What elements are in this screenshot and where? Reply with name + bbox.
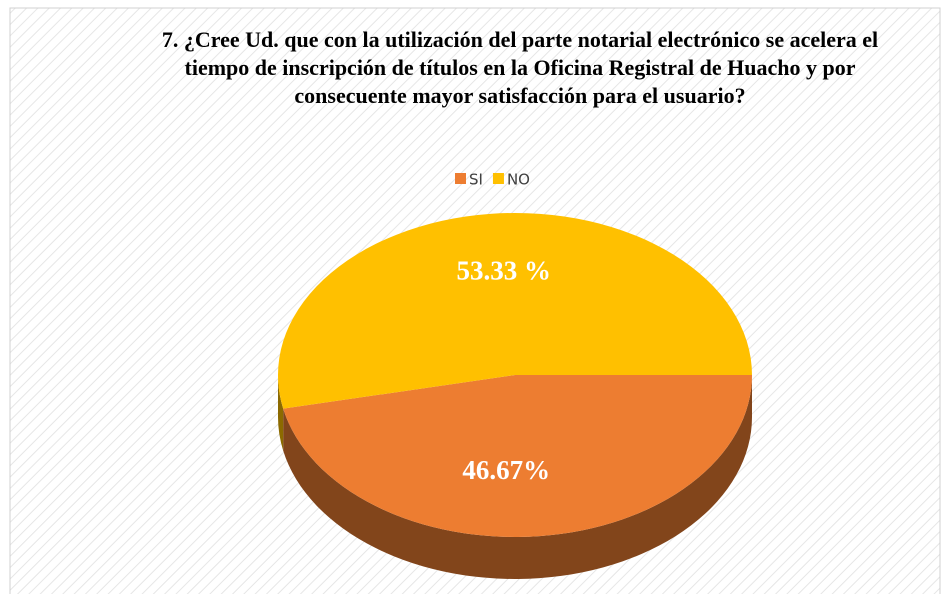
data-label: 53.33 % — [457, 255, 552, 285]
legend-label: NO — [507, 171, 530, 189]
pie-slice-side — [283, 375, 752, 579]
legend-label: SI — [469, 171, 483, 189]
legend-swatch — [492, 173, 504, 184]
legend-swatch — [455, 173, 466, 184]
pie-slice — [277, 212, 752, 409]
pie-sides — [278, 375, 752, 579]
legend: SI NO — [455, 171, 530, 189]
data-label: 46.67% — [462, 455, 550, 485]
pie-labels: 46.67% 53.33 % — [457, 255, 552, 485]
pie-tops — [277, 212, 752, 537]
pie-slice — [283, 375, 752, 537]
pie-slice-side — [278, 375, 284, 451]
chart-title: 7. ¿Cree Ud. que con la utilización del … — [161, 27, 879, 108]
